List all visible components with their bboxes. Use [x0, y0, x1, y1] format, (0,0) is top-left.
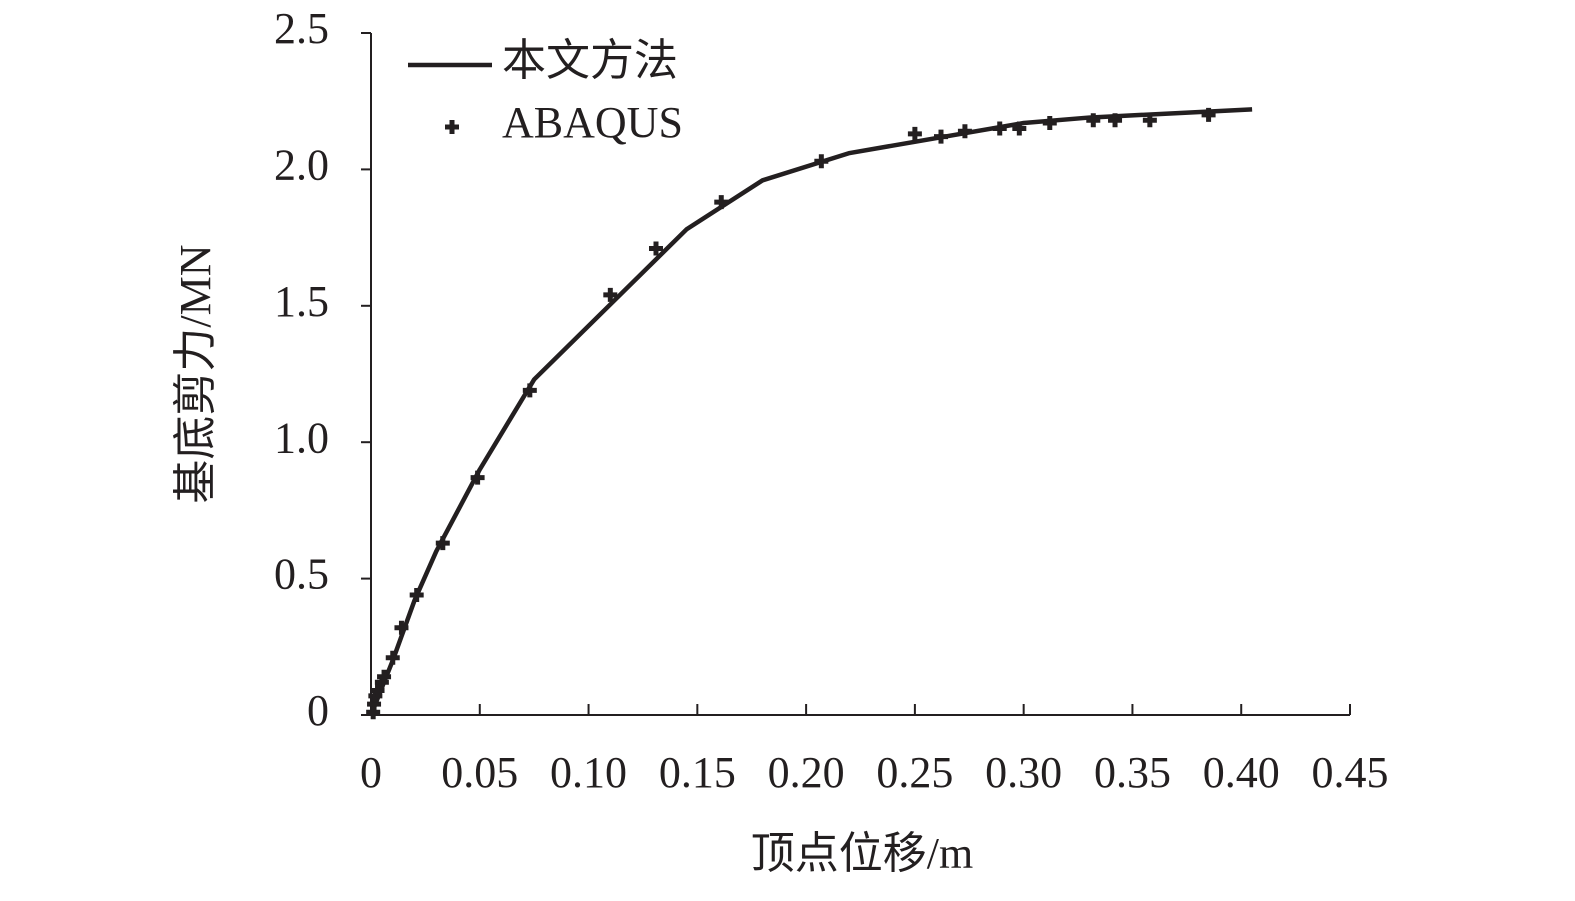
data-point: [522, 383, 537, 398]
data-point: [714, 195, 729, 210]
data-point: [1201, 107, 1216, 122]
x-tick-label: 0.25: [876, 748, 953, 797]
data-point: [992, 121, 1007, 136]
y-tick-label: 0.5: [274, 550, 329, 599]
x-tick-label: 0.40: [1203, 748, 1280, 797]
data-point: [394, 620, 409, 635]
y-tick-label: 0: [307, 686, 329, 735]
legend-label: 本文方法: [502, 36, 678, 85]
data-point: [377, 669, 392, 684]
y-tick-label: 1.5: [274, 277, 329, 326]
data-point: [907, 126, 922, 141]
data-point: [957, 124, 972, 139]
x-tick-label: 0: [360, 748, 382, 797]
data-point: [648, 241, 663, 256]
data-point: [814, 154, 829, 169]
data-point: [385, 650, 400, 665]
x-tick-label: 0.10: [550, 748, 627, 797]
x-tick-label: 0.45: [1312, 748, 1389, 797]
x-axis-label: 顶点位移/m: [751, 829, 973, 878]
data-point: [1142, 113, 1157, 128]
legend-label: ABAQUS: [502, 98, 683, 147]
data-point: [1086, 113, 1101, 128]
x-tick-label: 0.35: [1094, 748, 1171, 797]
x-tick-label: 0.15: [659, 748, 736, 797]
data-point: [1042, 116, 1057, 131]
legend-marker: [445, 120, 459, 134]
data-point: [370, 683, 385, 698]
data-point: [1012, 121, 1027, 136]
x-tick-label: 0.05: [441, 748, 518, 797]
y-tick-label: 1.0: [274, 413, 329, 462]
y-tick-label: 2.0: [274, 140, 329, 189]
data-point: [409, 587, 424, 602]
data-point: [603, 287, 618, 302]
x-tick-label: 0.30: [985, 748, 1062, 797]
data-line: [368, 107, 1253, 716]
data-point: [1108, 113, 1123, 128]
y-tick-label: 2.5: [274, 4, 329, 53]
x-tick-label: 0.20: [768, 748, 845, 797]
data-point: [933, 129, 948, 144]
y-axis-label: 基底剪力/MN: [171, 244, 220, 503]
data-point: [470, 470, 485, 485]
data-point: [435, 536, 450, 551]
